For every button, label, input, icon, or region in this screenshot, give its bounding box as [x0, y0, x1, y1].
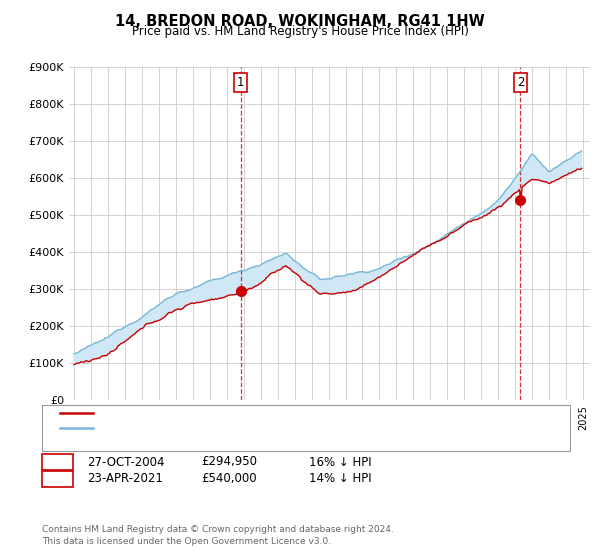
Text: £540,000: £540,000 [201, 472, 257, 486]
Text: 1: 1 [237, 76, 244, 88]
Text: 14% ↓ HPI: 14% ↓ HPI [309, 472, 371, 486]
Text: 14, BREDON ROAD, WOKINGHAM, RG41 1HW: 14, BREDON ROAD, WOKINGHAM, RG41 1HW [115, 14, 485, 29]
Text: 2: 2 [517, 76, 524, 88]
Text: Contains HM Land Registry data © Crown copyright and database right 2024.
This d: Contains HM Land Registry data © Crown c… [42, 525, 394, 546]
Text: 1: 1 [54, 455, 61, 469]
Text: 27-OCT-2004: 27-OCT-2004 [87, 455, 164, 469]
Text: 23-APR-2021: 23-APR-2021 [87, 472, 163, 486]
Text: Price paid vs. HM Land Registry's House Price Index (HPI): Price paid vs. HM Land Registry's House … [131, 25, 469, 38]
Text: £294,950: £294,950 [201, 455, 257, 469]
Text: HPI: Average price, detached house, Wokingham: HPI: Average price, detached house, Woki… [99, 423, 366, 433]
Text: 16% ↓ HPI: 16% ↓ HPI [309, 455, 371, 469]
Text: 2: 2 [54, 472, 61, 486]
Text: 14, BREDON ROAD, WOKINGHAM, RG41 1HW (detached house): 14, BREDON ROAD, WOKINGHAM, RG41 1HW (de… [99, 408, 446, 418]
